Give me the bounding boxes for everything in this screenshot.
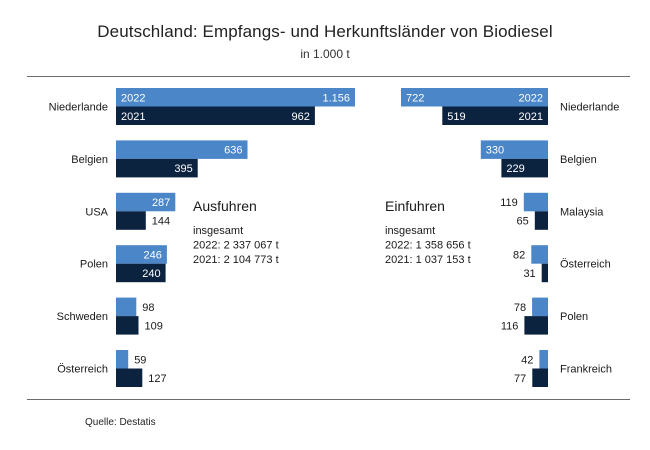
exports-value-oesterreich-2021: 127 — [148, 373, 166, 385]
imports-category-polen: Polen — [560, 311, 588, 323]
exports-summary-line: 2021: 2 104 773 t — [193, 254, 279, 266]
exports-value-usa-2021: 144 — [152, 216, 170, 228]
exports-year-label-2021: 2021 — [121, 111, 145, 123]
exports-value-belgien-2022: 636 — [224, 145, 242, 157]
exports-bar-polen-2021 — [116, 263, 166, 283]
exports-value-polen-2022: 246 — [144, 249, 162, 261]
exports-bar-belgien-2021 — [116, 158, 198, 178]
exports-bar-niederlande-2021 — [116, 106, 315, 125]
imports-category-frankreich: Frankreich — [560, 364, 612, 376]
imports-bar-polen-2022 — [532, 297, 548, 317]
imports-value-belgien-2021: 229 — [506, 163, 524, 175]
imports-value-polen-2021: 116 — [501, 320, 519, 332]
exports-summary-line: 2022: 2 337 067 t — [193, 240, 279, 252]
exports-value-schweden-2021: 109 — [145, 320, 163, 332]
exports-bar-oesterreich-2021 — [116, 368, 143, 387]
imports-bar-malaysia-2022 — [523, 192, 548, 212]
imports-value-malaysia-2022: 119 — [500, 197, 518, 209]
exports-title: Ausfuhren — [193, 198, 257, 214]
imports-bar-belgien-2022 — [480, 140, 548, 159]
imports-value-polen-2022: 78 — [514, 302, 526, 314]
exports-bar-polen-2022 — [116, 245, 167, 264]
exports-category-usa: USA — [85, 206, 108, 218]
exports-category-polen: Polen — [80, 259, 108, 271]
exports-value-schweden-2022: 98 — [142, 302, 154, 314]
exports-bar-oesterreich-2022 — [116, 350, 129, 369]
imports-bar-malaysia-2021 — [534, 211, 548, 230]
imports-summary-line: insgesamt — [385, 225, 435, 237]
exports-category-oesterreich: Österreich — [57, 364, 108, 376]
imports-bar-frankreich-2022 — [539, 350, 548, 369]
top-divider — [27, 76, 630, 77]
exports-value-polen-2021: 240 — [142, 268, 160, 280]
imports-value-belgien-2022: 330 — [486, 145, 504, 157]
chart-title: Deutschland: Empfangs- und Herkunftsländ… — [97, 22, 553, 41]
exports-bar-schweden-2022 — [116, 297, 137, 317]
imports-bar-niederlande-2022 — [401, 88, 548, 107]
exports-year-label-2022: 2022 — [121, 92, 145, 104]
imports-bar-oesterreich-2021 — [541, 263, 548, 283]
exports-value-oesterreich-2022: 59 — [134, 354, 146, 366]
exports-value-usa-2022: 287 — [152, 197, 170, 209]
exports-category-belgien: Belgien — [71, 154, 108, 166]
exports-value-belgien-2021: 395 — [174, 163, 192, 175]
imports-bar-oesterreich-2022 — [531, 245, 548, 264]
imports-summary-line: 2022: 1 358 656 t — [385, 240, 471, 252]
imports-value-frankreich-2021: 77 — [514, 373, 526, 385]
exports-category-niederlande: Niederlande — [49, 102, 108, 114]
exports-value-niederlande-2021: 962 — [292, 111, 310, 123]
bottom-divider — [27, 399, 630, 400]
exports-bar-usa-2021 — [116, 211, 146, 230]
imports-value-niederlande-2022: 722 — [406, 92, 424, 104]
exports-bar-usa-2022 — [116, 192, 176, 212]
imports-year-label-2022: 2022 — [519, 92, 543, 104]
chart-subtitle: in 1.000 t — [300, 47, 350, 61]
exports-bar-belgien-2022 — [116, 140, 248, 159]
imports-value-frankreich-2022: 42 — [521, 354, 533, 366]
imports-category-malaysia: Malaysia — [560, 206, 604, 218]
exports-summary-line: insgesamt — [193, 225, 243, 237]
imports-bar-belgien-2021 — [501, 158, 548, 178]
imports-value-oesterreich-2022: 82 — [513, 249, 525, 261]
imports-year-label-2021: 2021 — [519, 111, 543, 123]
exports-bar-niederlande-2022 — [116, 88, 355, 107]
imports-category-oesterreich: Österreich — [560, 259, 611, 271]
imports-value-niederlande-2021: 519 — [447, 111, 465, 123]
imports-bar-frankreich-2021 — [532, 368, 548, 387]
imports-value-oesterreich-2021: 31 — [523, 268, 535, 280]
imports-summary-line: 2021: 1 037 153 t — [385, 254, 471, 266]
imports-category-niederlande: Niederlande — [560, 102, 619, 114]
imports-bar-niederlande-2021 — [442, 106, 548, 125]
exports-value-niederlande-2022: 1.156 — [322, 92, 350, 104]
exports-category-schweden: Schweden — [57, 311, 108, 323]
imports-bar-polen-2021 — [524, 316, 548, 335]
imports-category-belgien: Belgien — [560, 154, 597, 166]
imports-value-malaysia-2021: 65 — [517, 216, 529, 228]
source-note: Quelle: Destatis — [85, 417, 156, 428]
exports-bar-schweden-2021 — [116, 316, 139, 335]
imports-title: Einfuhren — [385, 198, 445, 214]
